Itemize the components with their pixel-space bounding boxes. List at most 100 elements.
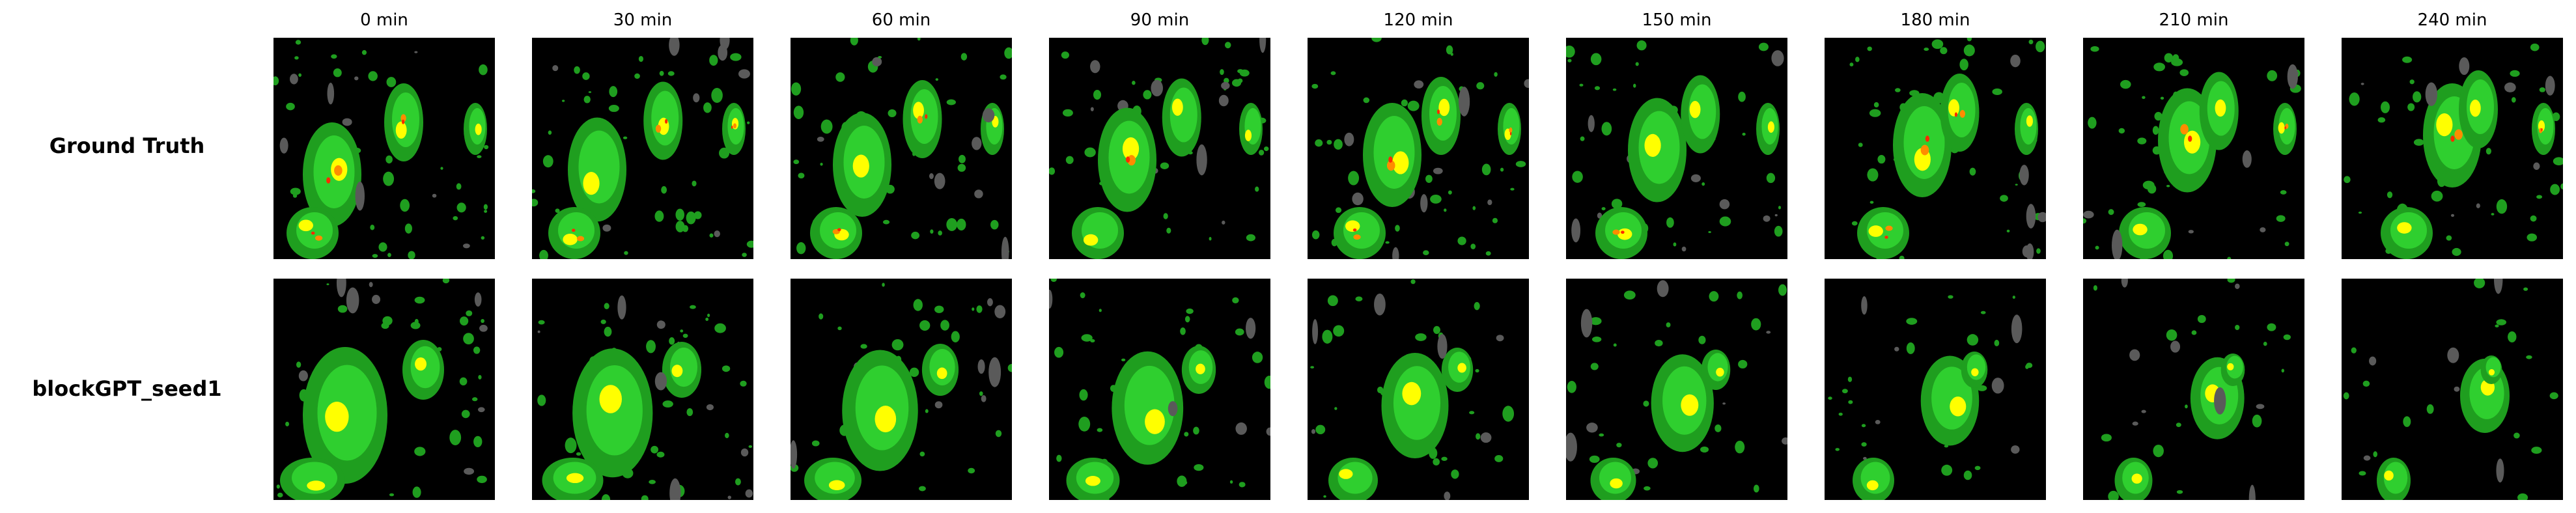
radar-cell: [1407, 100, 1420, 111]
radar-cell: [1056, 454, 1062, 462]
radar-echo-intense: [576, 236, 585, 242]
radar-echo-heavy: [2133, 223, 2148, 236]
radar-panel-row1-col4: [1308, 279, 1529, 500]
radar-echo-intense: [1959, 109, 1966, 118]
radar-echo-moderate: [292, 462, 337, 494]
radar-clutter: [2493, 279, 2503, 294]
radar-echo-intense: [2454, 129, 2463, 140]
radar-cell: [1666, 322, 1671, 327]
radar-cell: [2090, 46, 2099, 52]
radar-cell: [1861, 442, 1867, 447]
radar-cell: [463, 333, 474, 345]
radar-cell: [1931, 39, 1944, 49]
radar-echo-heavy: [563, 233, 578, 245]
radar-cell: [959, 154, 966, 163]
radar-cell: [276, 484, 280, 489]
radar-panel-row0-col8: [2342, 38, 2563, 259]
radar-cell: [471, 397, 478, 402]
radar-cell: [1232, 297, 1239, 303]
radar-echo-heavy: [307, 480, 326, 491]
radar-cell: [440, 167, 443, 170]
radar-cell: [919, 451, 925, 457]
radar-cell: [1841, 389, 1848, 394]
radar-cell: [1425, 174, 1433, 183]
radar-cell: [1737, 291, 1743, 299]
radar-cell: [1738, 91, 1746, 102]
radar-cell: [1708, 231, 1711, 234]
radar-cell: [1481, 163, 1491, 176]
radar-cell: [2381, 101, 2390, 113]
radar-cell: [583, 96, 591, 104]
radar-cell: [478, 374, 482, 380]
radar-cell: [919, 320, 931, 331]
radar-cell: [2154, 111, 2163, 121]
radar-clutter: [2447, 347, 2459, 363]
radar-cell: [294, 56, 299, 60]
radar-cell: [934, 305, 944, 313]
radar-cell: [1258, 149, 1265, 156]
radar-cell: [561, 100, 565, 102]
radar-cell: [913, 299, 923, 311]
radar-cell: [2153, 445, 2164, 458]
radar-echo-moderate: [1169, 87, 1197, 143]
radar-cell: [1828, 396, 1832, 400]
radar-cell: [2118, 128, 2125, 134]
radar-cell: [796, 242, 806, 255]
radar-cell: [1735, 440, 1745, 454]
radar-cell: [2344, 176, 2351, 184]
radar-cell: [1079, 389, 1088, 401]
radar-cell: [2550, 184, 2560, 195]
radar-cell: [1895, 88, 1901, 92]
radar-cell: [298, 370, 308, 381]
radar-echo-extreme: [2284, 126, 2286, 130]
radar-clutter: [1001, 236, 1009, 259]
radar-clutter: [982, 108, 995, 122]
radar-cell: [1906, 318, 1918, 325]
radar-cell: [290, 74, 298, 85]
radar-cell: [974, 189, 983, 199]
radar-cell: [1235, 328, 1244, 336]
radar-cell: [386, 77, 397, 87]
radar-cell: [1401, 99, 1408, 107]
radar-cell: [1963, 470, 1972, 480]
radar-cell: [414, 447, 426, 456]
radar-echo-heavy: [1617, 228, 1632, 240]
radar-cell: [705, 317, 709, 321]
radar-cell: [2454, 386, 2460, 392]
radar-cell: [1201, 38, 1209, 46]
radar-cell: [298, 73, 302, 77]
radar-cell: [286, 102, 295, 111]
radar-cell: [1500, 167, 1504, 172]
radar-cell: [2474, 279, 2485, 288]
radar-cell: [929, 173, 934, 180]
radar-cell: [574, 66, 580, 74]
radar-cell: [453, 215, 458, 221]
radar-cell: [609, 86, 618, 98]
radar-cell: [1335, 207, 1342, 214]
radar-cell: [946, 99, 956, 105]
radar-cell: [1472, 206, 1476, 210]
radar-cell: [2197, 314, 2206, 324]
radar-cell: [1163, 213, 1168, 219]
radar-cell: [738, 69, 750, 79]
radar-cell: [2227, 279, 2235, 283]
radar-echo-heavy: [325, 402, 349, 432]
radar-echo-heavy: [913, 102, 924, 119]
radar-echo-moderate: [1967, 354, 1986, 380]
radar-echo-extreme: [1388, 156, 1393, 163]
radar-cell: [1623, 290, 1636, 300]
radar-cell: [957, 218, 966, 231]
radar-cell: [1673, 242, 1677, 247]
radar-cell: [2413, 91, 2422, 103]
radar-cell: [1229, 480, 1233, 484]
radar-cell: [690, 305, 696, 309]
radar-cell: [820, 119, 833, 134]
radar-cell: [537, 395, 546, 406]
radar-cell: [604, 326, 612, 337]
radar-cell: [1444, 208, 1447, 212]
radar-echo-heavy: [2184, 130, 2201, 154]
radar-cell: [389, 493, 395, 497]
radar-panel-row1-col3: [1049, 279, 1270, 500]
radar-cell: [1184, 432, 1189, 437]
radar-cell: [1742, 132, 1746, 136]
